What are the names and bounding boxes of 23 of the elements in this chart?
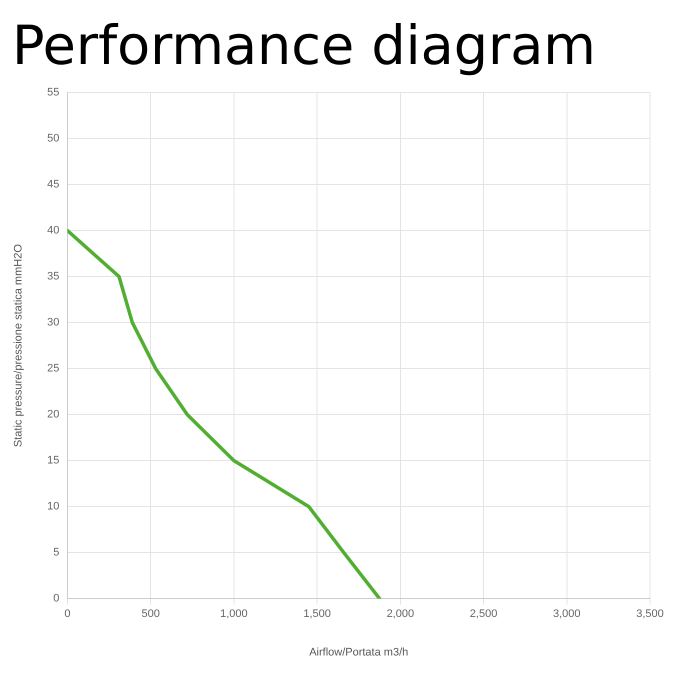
chart-title: Performance diagram [12,14,597,78]
y-tick-label: 30 [47,316,60,329]
x-tick-label: 0 [64,608,70,620]
y-tick-label: 20 [47,408,60,421]
x-tick-label: 3,500 [636,608,664,620]
y-tick-label: 25 [47,362,60,375]
x-tick-label: 2,500 [470,608,498,620]
y-tick-label: 55 [47,86,60,99]
x-tick-label: 3,000 [553,608,581,620]
x-tick-label: 2,000 [386,608,414,620]
x-tick-label: 500 [141,608,160,620]
y-tick-label: 5 [53,546,60,559]
y-tick-label: 40 [47,224,60,237]
y-tick-label: 0 [53,592,60,605]
x-tick-label: 1,000 [220,608,248,620]
x-axis-title: Airflow/Portata m3/h [309,646,408,658]
y-tick-label: 35 [47,270,60,283]
y-tick-label: 45 [47,178,60,191]
x-tick-label: 1,500 [303,608,331,620]
y-axis-title: Static pressure/pressione statica mmH2O [12,244,25,448]
y-tick-label: 10 [47,500,60,513]
y-tick-label: 15 [47,454,60,467]
y-tick-label: 50 [47,132,60,145]
